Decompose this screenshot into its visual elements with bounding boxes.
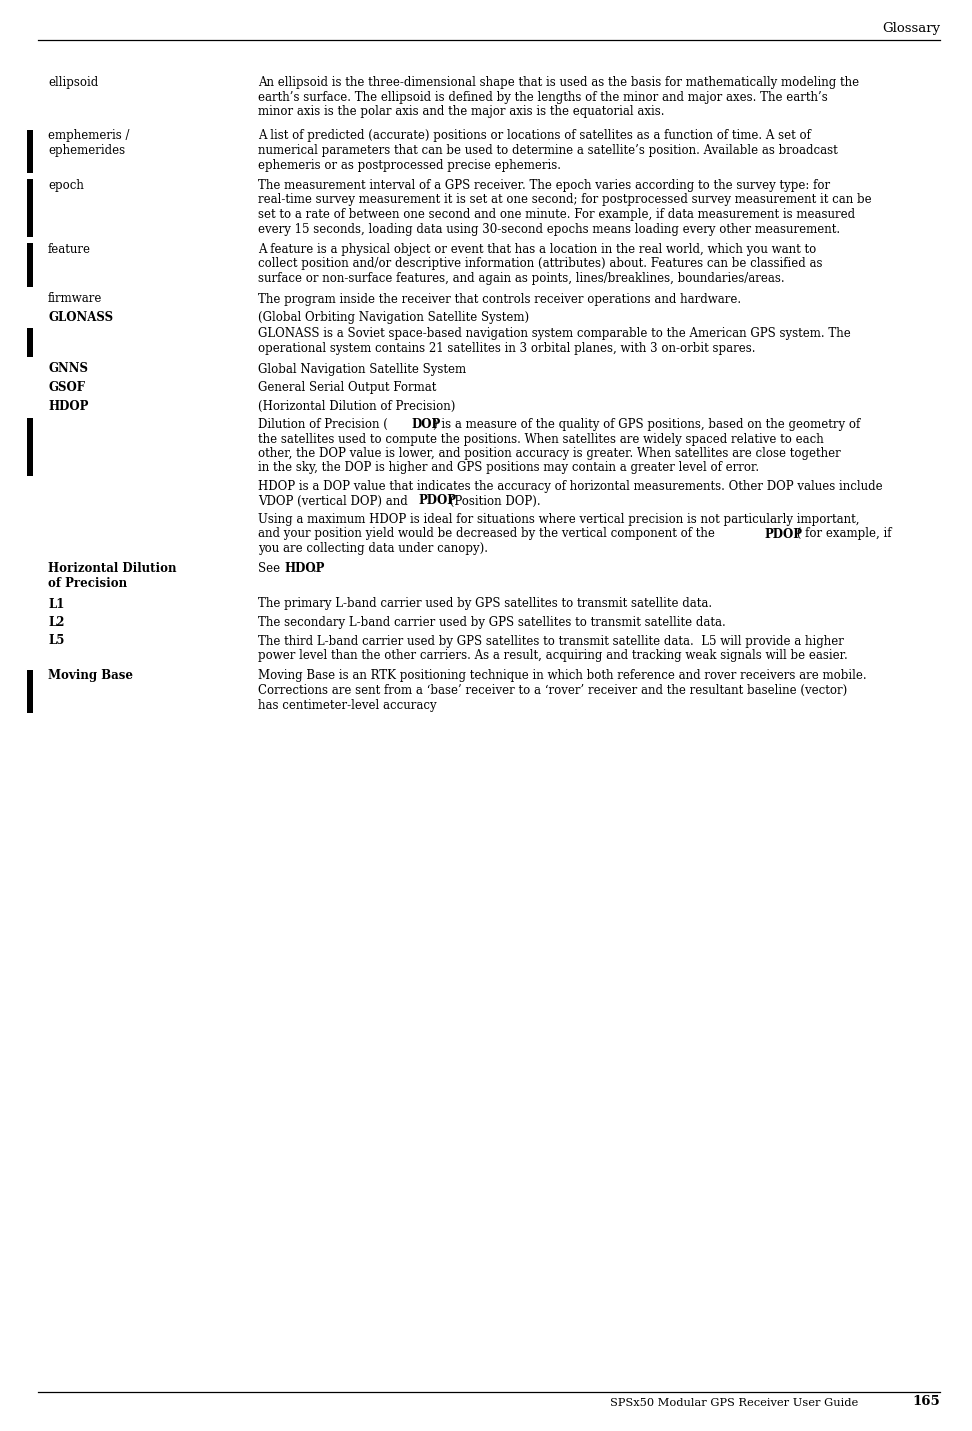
Text: and your position yield would be decreased by the vertical component of the: and your position yield would be decreas… (258, 528, 718, 541)
Text: has centimeter-level accuracy: has centimeter-level accuracy (258, 698, 436, 711)
Text: Moving Base: Moving Base (48, 670, 133, 683)
Text: 165: 165 (913, 1395, 940, 1408)
Bar (27, 328, 33, 356)
Text: (Global Orbiting Navigation Satellite System): (Global Orbiting Navigation Satellite Sy… (258, 311, 529, 323)
Text: The secondary L-band carrier used by GPS satellites to transmit satellite data.: The secondary L-band carrier used by GPS… (258, 615, 726, 630)
Text: The third L-band carrier used by GPS satellites to transmit satellite data.  L5 : The third L-band carrier used by GPS sat… (258, 634, 844, 647)
Text: collect position and/or descriptive information (attributes) about. Features can: collect position and/or descriptive info… (258, 258, 822, 270)
Text: ephemerides: ephemerides (48, 145, 125, 157)
Text: GNNS: GNNS (48, 362, 88, 375)
Text: feature: feature (48, 243, 91, 256)
Text: Using a maximum HDOP is ideal for situations where vertical precision is not par: Using a maximum HDOP is ideal for situat… (258, 512, 859, 527)
Bar (27, 129, 33, 173)
Text: ellipsoid: ellipsoid (48, 76, 98, 89)
Text: firmware: firmware (48, 292, 102, 305)
Text: Glossary: Glossary (882, 21, 940, 34)
Text: ) is a measure of the quality of GPS positions, based on the geometry of: ) is a measure of the quality of GPS pos… (433, 418, 860, 431)
Text: of Precision: of Precision (48, 577, 127, 590)
Text: Global Navigation Satellite System: Global Navigation Satellite System (258, 362, 467, 375)
Text: The primary L-band carrier used by GPS satellites to transmit satellite data.: The primary L-band carrier used by GPS s… (258, 598, 712, 611)
Text: in the sky, the DOP is higher and GPS positions may contain a greater level of e: in the sky, the DOP is higher and GPS po… (258, 462, 759, 475)
Text: ephemeris or as postprocessed precise ephemeris.: ephemeris or as postprocessed precise ep… (258, 159, 561, 172)
Bar (27, 243, 33, 286)
Text: PDOP: PDOP (765, 528, 803, 541)
Text: emphemeris /: emphemeris / (48, 129, 129, 143)
Text: real-time survey measurement it is set at one second; for postprocessed survey m: real-time survey measurement it is set a… (258, 193, 872, 206)
Text: Moving Base is an RTK positioning technique in which both reference and rover re: Moving Base is an RTK positioning techni… (258, 670, 867, 683)
Text: L2: L2 (48, 615, 64, 630)
Text: every 15 seconds, loading data using 30-second epochs means loading every other : every 15 seconds, loading data using 30-… (258, 222, 840, 236)
Text: L5: L5 (48, 634, 64, 647)
Bar (27, 670, 33, 713)
Text: HDOP: HDOP (285, 562, 325, 575)
Text: epoch: epoch (48, 179, 84, 192)
Text: See: See (258, 562, 284, 575)
Text: the satellites used to compute the positions. When satellites are widely spaced : the satellites used to compute the posit… (258, 432, 823, 445)
Text: numerical parameters that can be used to determine a satellite’s position. Avail: numerical parameters that can be used to… (258, 145, 838, 157)
Text: DOP: DOP (411, 418, 440, 431)
Text: An ellipsoid is the three-dimensional shape that is used as the basis for mathem: An ellipsoid is the three-dimensional sh… (258, 76, 859, 89)
Text: A feature is a physical object or event that has a location in the real world, w: A feature is a physical object or event … (258, 243, 816, 256)
Text: HDOP: HDOP (48, 399, 88, 412)
Text: .: . (313, 562, 317, 575)
Text: Dilution of Precision (: Dilution of Precision ( (258, 418, 388, 431)
Text: GSOF: GSOF (48, 381, 85, 394)
Text: set to a rate of between one second and one minute. For example, if data measure: set to a rate of between one second and … (258, 207, 855, 220)
Text: The measurement interval of a GPS receiver. The epoch varies according to the su: The measurement interval of a GPS receiv… (258, 179, 830, 192)
Text: L1: L1 (48, 598, 64, 611)
Text: Horizontal Dilution: Horizontal Dilution (48, 562, 177, 575)
Text: GLONASS is a Soviet space-based navigation system comparable to the American GPS: GLONASS is a Soviet space-based navigati… (258, 328, 850, 341)
Text: HDOP is a DOP value that indicates the accuracy of horizontal measurements. Othe: HDOP is a DOP value that indicates the a… (258, 479, 883, 494)
Text: ( for example, if: ( for example, if (793, 528, 891, 541)
Text: minor axis is the polar axis and the major axis is the equatorial axis.: minor axis is the polar axis and the maj… (258, 104, 665, 117)
Text: other, the DOP value is lower, and position accuracy is greater. When satellites: other, the DOP value is lower, and posit… (258, 446, 841, 459)
Text: A list of predicted (accurate) positions or locations of satellites as a functio: A list of predicted (accurate) positions… (258, 129, 811, 143)
Text: General Serial Output Format: General Serial Output Format (258, 381, 436, 394)
Text: you are collecting data under canopy).: you are collecting data under canopy). (258, 542, 488, 555)
Text: VDOP (vertical DOP) and: VDOP (vertical DOP) and (258, 495, 411, 508)
Text: SPSx50 Modular GPS Receiver User Guide: SPSx50 Modular GPS Receiver User Guide (610, 1398, 858, 1408)
Bar (27, 179, 33, 238)
Text: (Position DOP).: (Position DOP). (446, 495, 541, 508)
Text: surface or non-surface features, and again as points, lines/breaklines, boundari: surface or non-surface features, and aga… (258, 272, 784, 285)
Bar (27, 418, 33, 477)
Text: PDOP: PDOP (418, 495, 456, 508)
Text: operational system contains 21 satellites in 3 orbital planes, with 3 on-orbit s: operational system contains 21 satellite… (258, 342, 755, 355)
Text: GLONASS: GLONASS (48, 311, 113, 323)
Text: Corrections are sent from a ‘base’ receiver to a ‘rover’ receiver and the result: Corrections are sent from a ‘base’ recei… (258, 684, 848, 697)
Text: The program inside the receiver that controls receiver operations and hardware.: The program inside the receiver that con… (258, 292, 741, 305)
Text: earth’s surface. The ellipsoid is defined by the lengths of the minor and major : earth’s surface. The ellipsoid is define… (258, 90, 828, 103)
Text: (Horizontal Dilution of Precision): (Horizontal Dilution of Precision) (258, 399, 455, 412)
Text: power level than the other carriers. As a result, acquiring and tracking weak si: power level than the other carriers. As … (258, 650, 848, 663)
